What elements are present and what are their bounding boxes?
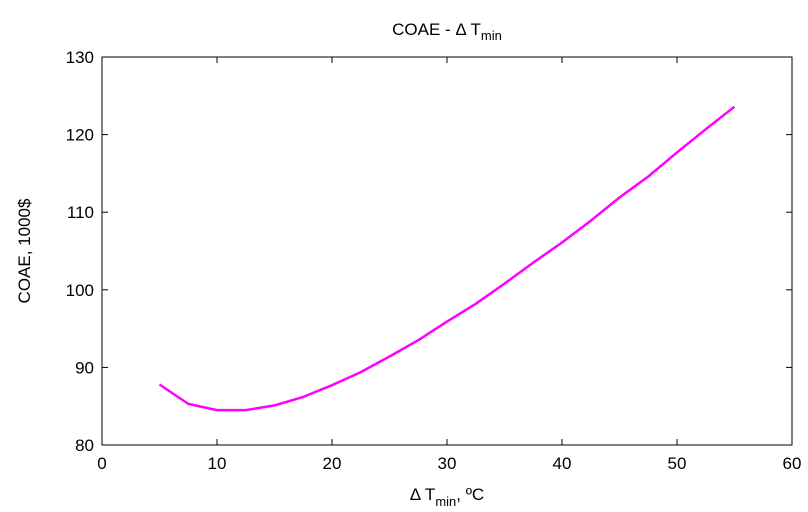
- x-tick-label-30: 30: [438, 454, 457, 473]
- y-axis-label: COAE, 1000$: [15, 198, 34, 303]
- x-tick-label-20: 20: [323, 454, 342, 473]
- y-tick-label-80: 80: [75, 436, 94, 455]
- x-tick-label-50: 50: [668, 454, 687, 473]
- x-tick-label-40: 40: [553, 454, 572, 473]
- y-ticks: 80 90 100 110 120 130: [66, 48, 792, 455]
- y-tick-label-110: 110: [67, 203, 94, 222]
- series-line: [158, 105, 736, 412]
- x-axis-label-main: Δ T: [410, 485, 436, 504]
- x-axis-label-unit: , ºC: [456, 485, 484, 504]
- x-ticks: 0 10 20 30 40 50 60: [97, 57, 801, 473]
- chart-title: COAE - Δ Tmin: [392, 20, 502, 43]
- chart-title-subscript: min: [481, 28, 502, 43]
- y-tick-label-120: 120: [66, 126, 94, 145]
- x-tick-label-60: 60: [783, 454, 802, 473]
- x-tick-label-10: 10: [208, 454, 227, 473]
- x-axis-label-subscript: min: [435, 494, 456, 509]
- y-tick-label-130: 130: [66, 48, 94, 67]
- x-tick-label-0: 0: [97, 454, 106, 473]
- y-tick-label-100: 100: [66, 281, 94, 300]
- chart-title-main: COAE - Δ T: [392, 20, 481, 39]
- x-axis-label: Δ Tmin, ºC: [410, 485, 484, 509]
- plot-area: 0 10 20 30 40 50 60 80 90 100 110 120 130: [66, 48, 802, 473]
- y-tick-label-90: 90: [75, 358, 94, 377]
